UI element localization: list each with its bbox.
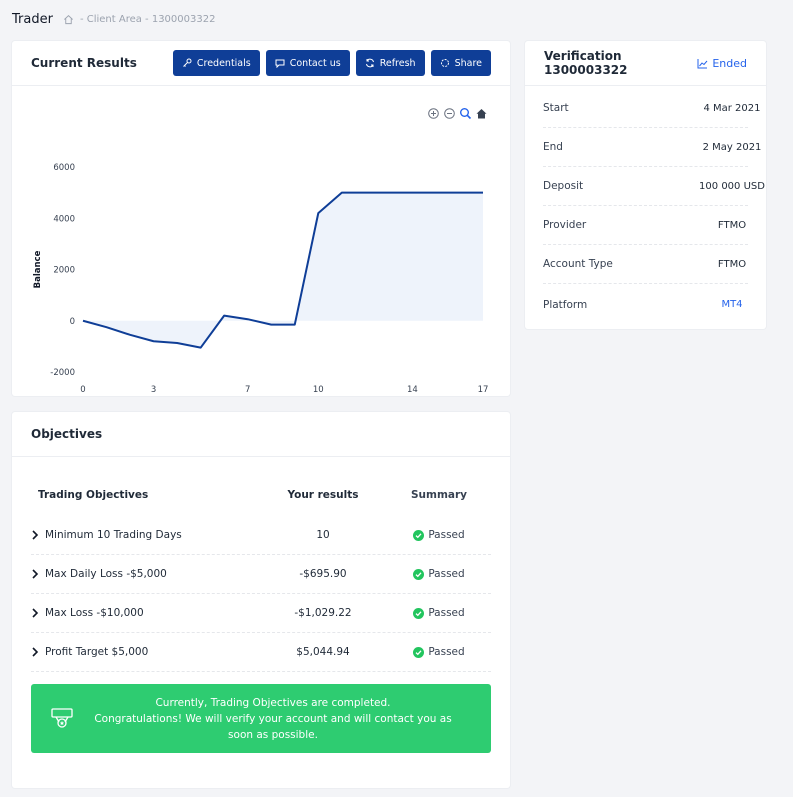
status-label: Ended bbox=[712, 56, 747, 70]
current-results-card: Current Results Credentials Contact us R… bbox=[12, 41, 510, 407]
info-label: Platform bbox=[543, 298, 588, 311]
info-label: Provider bbox=[543, 219, 587, 231]
message-line-2: Congratulations! We will verify your acc… bbox=[94, 713, 452, 725]
info-label: Start bbox=[543, 102, 569, 114]
objective-summary: Passed bbox=[428, 568, 465, 580]
info-row-start: Start 4 Mar 2021 bbox=[543, 89, 761, 128]
info-label: End bbox=[543, 141, 563, 153]
info-value: FTMO bbox=[717, 258, 747, 270]
info-row-account-type: Account Type FTMO bbox=[543, 245, 748, 284]
verification-card: Verification 1300003322 Ended Start 4 Ma… bbox=[525, 41, 766, 329]
objective-row[interactable]: Max Loss -$10,000 -$1,029.22 Passed bbox=[31, 594, 491, 633]
info-value: 2 May 2021 bbox=[702, 141, 762, 153]
x-tick-label: 0 bbox=[80, 385, 85, 395]
objectives-title: Objectives bbox=[31, 427, 103, 441]
header-trading-objectives: Trading Objectives bbox=[38, 489, 149, 501]
objective-summary: Passed bbox=[428, 607, 465, 619]
header-summary: Summary bbox=[410, 489, 468, 501]
current-results-title: Current Results bbox=[31, 56, 137, 70]
info-row-deposit: Deposit 100 000 USD bbox=[543, 167, 765, 206]
info-label: Account Type bbox=[543, 258, 613, 270]
objective-row[interactable]: Max Daily Loss -$5,000 -$695.90 Passed bbox=[31, 555, 491, 594]
objective-name: Minimum 10 Trading Days bbox=[45, 529, 182, 541]
breadcrumb: - Client Area - 1300003322 bbox=[79, 13, 216, 25]
zoom-in-icon[interactable] bbox=[427, 107, 440, 120]
contact-us-button[interactable]: Contact us bbox=[265, 50, 350, 76]
objectives-completed-alert: Currently, Trading Objectives are comple… bbox=[31, 684, 491, 753]
objectives-card: Objectives Trading Objectives Your resul… bbox=[12, 412, 510, 788]
check-circle-icon bbox=[413, 529, 425, 541]
chart-toolbar bbox=[427, 107, 488, 120]
certificate-icon bbox=[50, 706, 74, 735]
share-button[interactable]: Share bbox=[430, 50, 491, 76]
share-icon bbox=[440, 59, 449, 67]
chevron-right-icon[interactable] bbox=[31, 647, 39, 657]
page-header: Trader - Client Area - 1300003322 bbox=[12, 10, 215, 28]
magnifier-icon[interactable] bbox=[459, 107, 472, 120]
zoom-out-icon[interactable] bbox=[443, 107, 456, 120]
objective-row[interactable]: Minimum 10 Trading Days 10 Passed bbox=[31, 516, 491, 555]
objective-name: Max Daily Loss -$5,000 bbox=[45, 568, 167, 580]
x-tick-label: 14 bbox=[407, 385, 418, 395]
y-tick-label: -2000 bbox=[50, 368, 75, 378]
check-circle-icon bbox=[413, 646, 425, 658]
chevron-right-icon[interactable] bbox=[31, 569, 39, 579]
refresh-label: Refresh bbox=[379, 57, 416, 69]
y-tick-label: 0 bbox=[70, 317, 75, 327]
objective-summary: Passed bbox=[428, 646, 465, 658]
credentials-button[interactable]: Credentials bbox=[172, 50, 260, 76]
y-axis-label: Balance bbox=[33, 250, 43, 288]
chevron-right-icon[interactable] bbox=[31, 608, 39, 618]
contact-us-label: Contact us bbox=[289, 57, 341, 69]
home-icon[interactable] bbox=[63, 14, 74, 25]
objectives-table-header: Trading Objectives Your results Summary bbox=[31, 483, 491, 507]
y-tick-label: 4000 bbox=[53, 214, 75, 224]
status-badge[interactable]: Ended bbox=[697, 57, 747, 70]
chevron-right-icon[interactable] bbox=[31, 530, 39, 540]
check-circle-icon bbox=[413, 607, 425, 619]
platform-link[interactable]: MT4 bbox=[721, 299, 743, 310]
refresh-icon bbox=[365, 58, 374, 68]
chart-line-icon bbox=[697, 58, 708, 68]
check-circle-icon bbox=[413, 568, 425, 580]
balance-line bbox=[82, 191, 483, 349]
y-tick-label: 6000 bbox=[53, 163, 75, 173]
objective-result: 10 bbox=[316, 529, 330, 541]
objective-summary: Passed bbox=[428, 529, 465, 541]
objective-result: -$695.90 bbox=[299, 568, 347, 580]
share-label: Share bbox=[454, 57, 482, 69]
balance-area bbox=[83, 192, 483, 348]
objective-name: Max Loss -$10,000 bbox=[45, 607, 144, 619]
message-line-3: soon as possible. bbox=[228, 729, 318, 741]
x-tick-label: 17 bbox=[478, 385, 489, 395]
header-your-results: Your results bbox=[287, 489, 359, 501]
objective-row[interactable]: Profit Target $5,000 $5,044.94 Passed bbox=[31, 633, 491, 672]
refresh-button[interactable]: Refresh bbox=[355, 50, 425, 76]
info-value: FTMO bbox=[717, 219, 747, 231]
message-line-1: Currently, Trading Objectives are comple… bbox=[155, 697, 391, 709]
home-reset-icon[interactable] bbox=[475, 107, 488, 120]
credentials-label: Credentials bbox=[196, 57, 251, 69]
info-row-provider: Provider FTMO bbox=[543, 206, 748, 245]
verification-title: Verification 1300003322 bbox=[544, 49, 628, 77]
x-tick-label: 10 bbox=[313, 385, 324, 395]
info-value: 100 000 USD bbox=[699, 180, 765, 192]
y-tick-label: 2000 bbox=[53, 266, 75, 276]
info-row-platform: Platform MT4 bbox=[543, 285, 748, 324]
x-tick-label: 7 bbox=[245, 385, 250, 395]
info-label: Deposit bbox=[543, 180, 584, 192]
info-value: 4 Mar 2021 bbox=[703, 102, 761, 114]
objective-name: Profit Target $5,000 bbox=[45, 646, 149, 658]
key-icon bbox=[183, 58, 192, 67]
objective-result: -$1,029.22 bbox=[294, 607, 352, 619]
info-row-end: End 2 May 2021 bbox=[543, 128, 761, 167]
x-tick-label: 3 bbox=[151, 385, 156, 395]
objective-result: $5,044.94 bbox=[296, 646, 350, 658]
page-title: Trader bbox=[12, 11, 53, 27]
chat-icon bbox=[275, 59, 285, 68]
